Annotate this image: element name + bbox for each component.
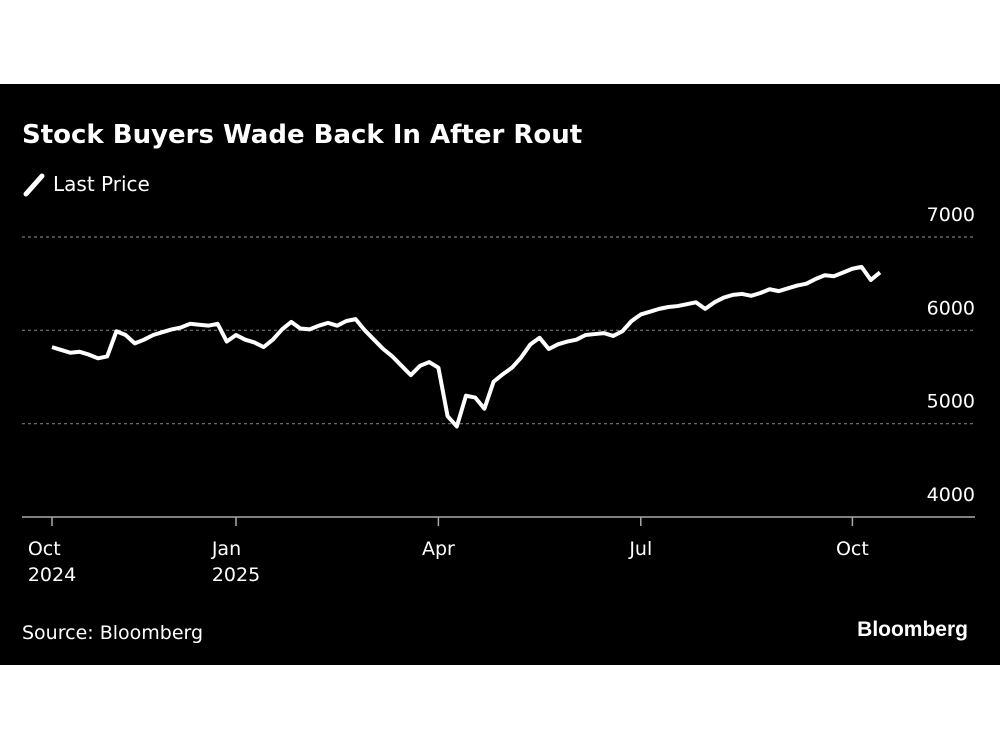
brand-logo: Bloomberg	[857, 618, 968, 641]
x-tick-label: Oct	[835, 538, 869, 560]
y-tick-label: 7000	[927, 204, 975, 226]
y-tick-label: 5000	[927, 391, 975, 413]
chart-title: Stock Buyers Wade Back In After Rout	[22, 120, 582, 150]
price-line	[51, 264, 882, 429]
legend-label: Last Price	[53, 172, 150, 196]
x-tick-label: Apr	[421, 538, 455, 560]
source: Source: Bloomberg	[22, 622, 203, 644]
legend-icon	[23, 173, 45, 197]
x-tick-label: Oct 2024	[27, 538, 77, 586]
x-tick-label: Jul	[629, 538, 653, 560]
y-tick-label: 4000	[927, 484, 975, 506]
x-tick-label: Jan 2025	[211, 538, 261, 586]
y-tick-label: 6000	[927, 297, 975, 319]
